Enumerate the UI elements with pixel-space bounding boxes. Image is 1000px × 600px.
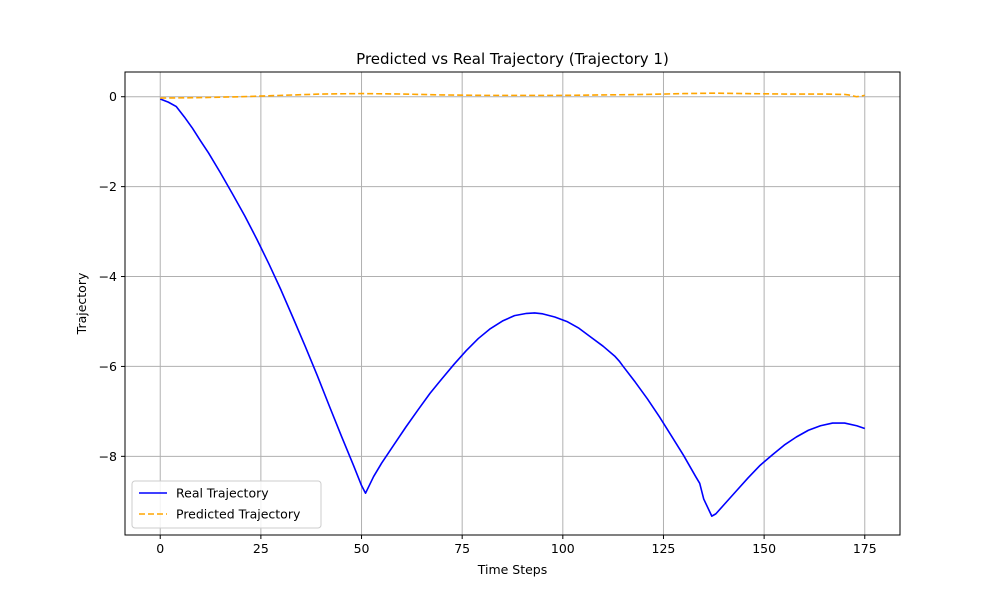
x-tick-label: 175 bbox=[853, 541, 877, 556]
y-axis-label: Trajectory bbox=[74, 272, 89, 335]
grid-lines bbox=[125, 72, 900, 535]
legend-box bbox=[131, 480, 322, 529]
x-tick-label: 75 bbox=[454, 541, 470, 556]
x-tick-label: 0 bbox=[156, 541, 164, 556]
legend-entry: Predicted Trajectory bbox=[176, 507, 301, 522]
x-tick-label: 50 bbox=[354, 541, 370, 556]
y-tick-label: −2 bbox=[99, 179, 117, 194]
x-tick-label: 125 bbox=[652, 541, 676, 556]
chart-title: Predicted vs Real Trajectory (Trajectory… bbox=[356, 50, 669, 68]
y-tick-label: −4 bbox=[99, 269, 117, 284]
y-tick-label: 0 bbox=[109, 89, 117, 104]
x-tick-label: 150 bbox=[752, 541, 776, 556]
plot-area bbox=[124, 71, 901, 536]
legend-entry: Real Trajectory bbox=[176, 486, 269, 501]
x-tick-label: 100 bbox=[551, 541, 575, 556]
legend: Real Trajectory Predicted Trajectory bbox=[131, 480, 322, 529]
series-layer bbox=[159, 92, 866, 517]
x-tick-label: 25 bbox=[253, 541, 269, 556]
x-axis-label: Time Steps bbox=[477, 562, 548, 577]
y-tick-label: −6 bbox=[99, 359, 117, 374]
series-line-predicted-trajectory bbox=[160, 92, 865, 99]
y-axis-ticks: 0 −2 −4 −6 −8 bbox=[99, 89, 125, 464]
x-axis-ticks: 0 25 50 75 100 125 150 175 bbox=[156, 535, 877, 556]
y-tick-label: −8 bbox=[99, 449, 117, 464]
series-line-real-trajectory bbox=[159, 98, 866, 517]
